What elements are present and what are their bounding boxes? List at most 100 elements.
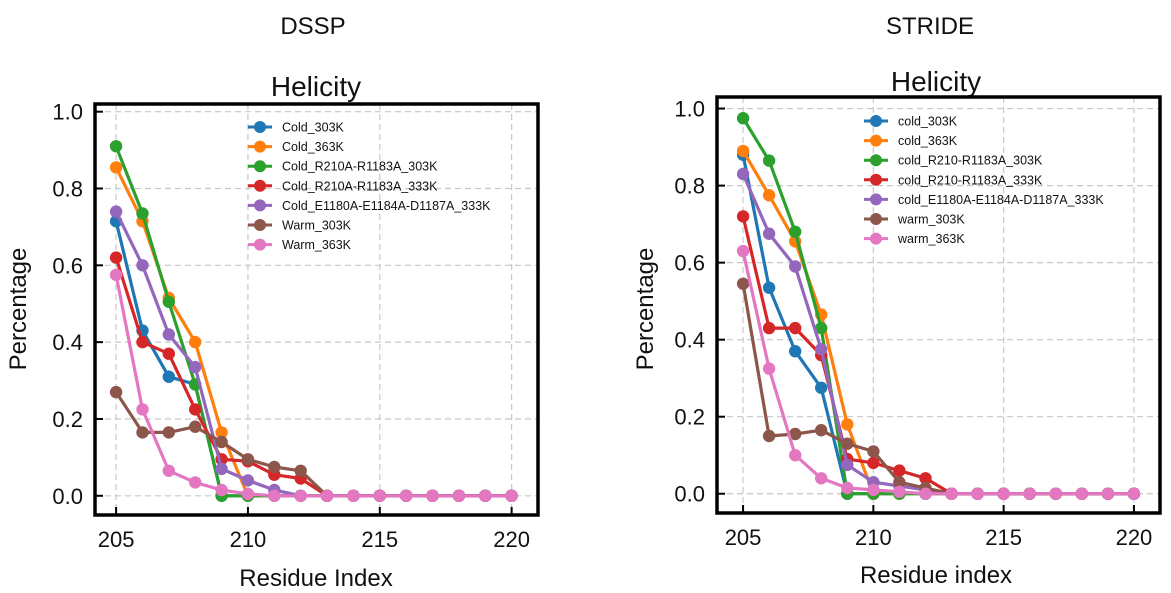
x-tick-label: 220	[1116, 525, 1153, 550]
legend-item: Warm_363K	[248, 238, 352, 252]
legend-swatch-marker	[870, 213, 882, 225]
x-axis-label: Residue Index	[239, 565, 392, 592]
data-point	[841, 418, 854, 431]
data-point	[136, 207, 149, 220]
data-point	[789, 260, 802, 273]
y-tick-label: 0.8	[674, 174, 705, 199]
data-point	[241, 474, 255, 487]
data-point	[841, 481, 854, 495]
legend-item: cold_R210-R1183A_303K	[864, 154, 1043, 168]
data-point	[945, 487, 958, 500]
y-tick-label: 1.0	[52, 100, 83, 125]
legend-swatch-marker	[254, 160, 266, 173]
data-point	[294, 489, 307, 502]
data-point	[162, 426, 175, 439]
data-point	[109, 205, 123, 218]
legend-item: Cold_E1180A-E1184A-D1187A_333K	[248, 199, 491, 213]
panel-suptitle: STRIDE	[886, 13, 974, 40]
y-tick-label: 0.6	[674, 251, 705, 276]
data-point	[919, 472, 932, 485]
data-point	[762, 362, 776, 375]
data-point	[762, 429, 776, 443]
x-tick-label: 220	[493, 527, 530, 552]
data-point	[320, 489, 334, 502]
legend-swatch-marker	[254, 179, 266, 192]
data-point	[136, 403, 149, 416]
data-point	[841, 458, 854, 472]
legend-label: warm_303K	[897, 213, 965, 227]
data-point	[189, 476, 202, 489]
data-point	[789, 345, 802, 358]
data-point	[162, 464, 175, 477]
data-point	[736, 277, 750, 290]
legend-swatch-marker	[870, 173, 882, 186]
data-point	[867, 483, 880, 497]
y-axis-label: Percentage	[5, 248, 32, 371]
data-point	[162, 370, 175, 383]
legend-swatch-marker	[254, 199, 266, 212]
data-point	[373, 489, 386, 502]
series-line	[114, 274, 512, 498]
data-point	[109, 251, 123, 264]
data-point	[294, 464, 307, 477]
legend-label: warm_363K	[897, 232, 965, 246]
panel-suptitle: DSSP	[280, 13, 345, 40]
series-line	[741, 250, 1134, 496]
panel-dssp: DSSP Helicity Residue Index Percentage 2…	[5, 13, 540, 592]
data-point	[789, 427, 802, 441]
legend-swatch-marker	[254, 238, 266, 251]
series-line	[114, 391, 512, 498]
legend-label: Cold_R210A-R1183A_333K	[282, 179, 438, 193]
data-point	[971, 487, 984, 500]
legend-label: cold_E1180A-E1184A-D1187A_333K	[898, 193, 1104, 207]
data-point	[189, 403, 202, 416]
series-warm_363K	[736, 244, 1141, 500]
plot-title: Helicity	[891, 66, 981, 97]
legend-item: Warm_303K	[248, 219, 352, 233]
data-point	[162, 295, 175, 308]
legend-item: cold_303K	[864, 115, 958, 129]
plot-frame	[715, 95, 1162, 515]
legend-label: cold_R210-R1183A_333K	[898, 173, 1043, 187]
data-point	[762, 189, 776, 202]
data-point	[426, 489, 439, 502]
y-tick-label: 0.8	[52, 177, 83, 202]
data-point	[136, 335, 149, 349]
data-point	[867, 456, 880, 470]
data-point	[815, 424, 828, 437]
series-warm_303K	[736, 277, 1141, 500]
data-point	[867, 445, 880, 458]
data-point	[762, 321, 776, 335]
data-point	[736, 167, 750, 181]
data-point	[109, 140, 123, 153]
data-point	[189, 360, 202, 374]
legend-item: cold_E1180A-E1184A-D1187A_333K	[864, 193, 1104, 207]
data-point	[736, 144, 750, 158]
data-point	[1075, 487, 1089, 500]
data-point	[762, 154, 776, 167]
data-point	[1049, 487, 1063, 500]
legend-item: warm_363K	[864, 232, 965, 246]
data-point	[736, 244, 750, 258]
data-point	[268, 489, 281, 502]
series-Cold_R210A-R1183A_303K	[109, 140, 518, 502]
data-point	[189, 335, 202, 349]
data-point	[241, 453, 255, 466]
data-point	[893, 485, 906, 498]
data-point	[1127, 487, 1141, 500]
data-point	[479, 489, 492, 502]
data-point	[841, 437, 854, 450]
data-point	[136, 259, 149, 272]
x-tick-label: 215	[361, 527, 398, 552]
data-point	[109, 268, 123, 282]
data-point	[215, 483, 228, 497]
data-point	[136, 426, 149, 439]
data-point	[762, 281, 776, 294]
legend-label: cold_303K	[898, 115, 958, 129]
data-point	[215, 435, 228, 449]
series-Warm_303K	[109, 385, 518, 502]
data-point	[452, 489, 466, 502]
legend-swatch-marker	[870, 232, 882, 245]
panel-stride: STRIDE Helicity Residue index Percentage…	[632, 13, 1162, 589]
data-point	[815, 381, 828, 394]
